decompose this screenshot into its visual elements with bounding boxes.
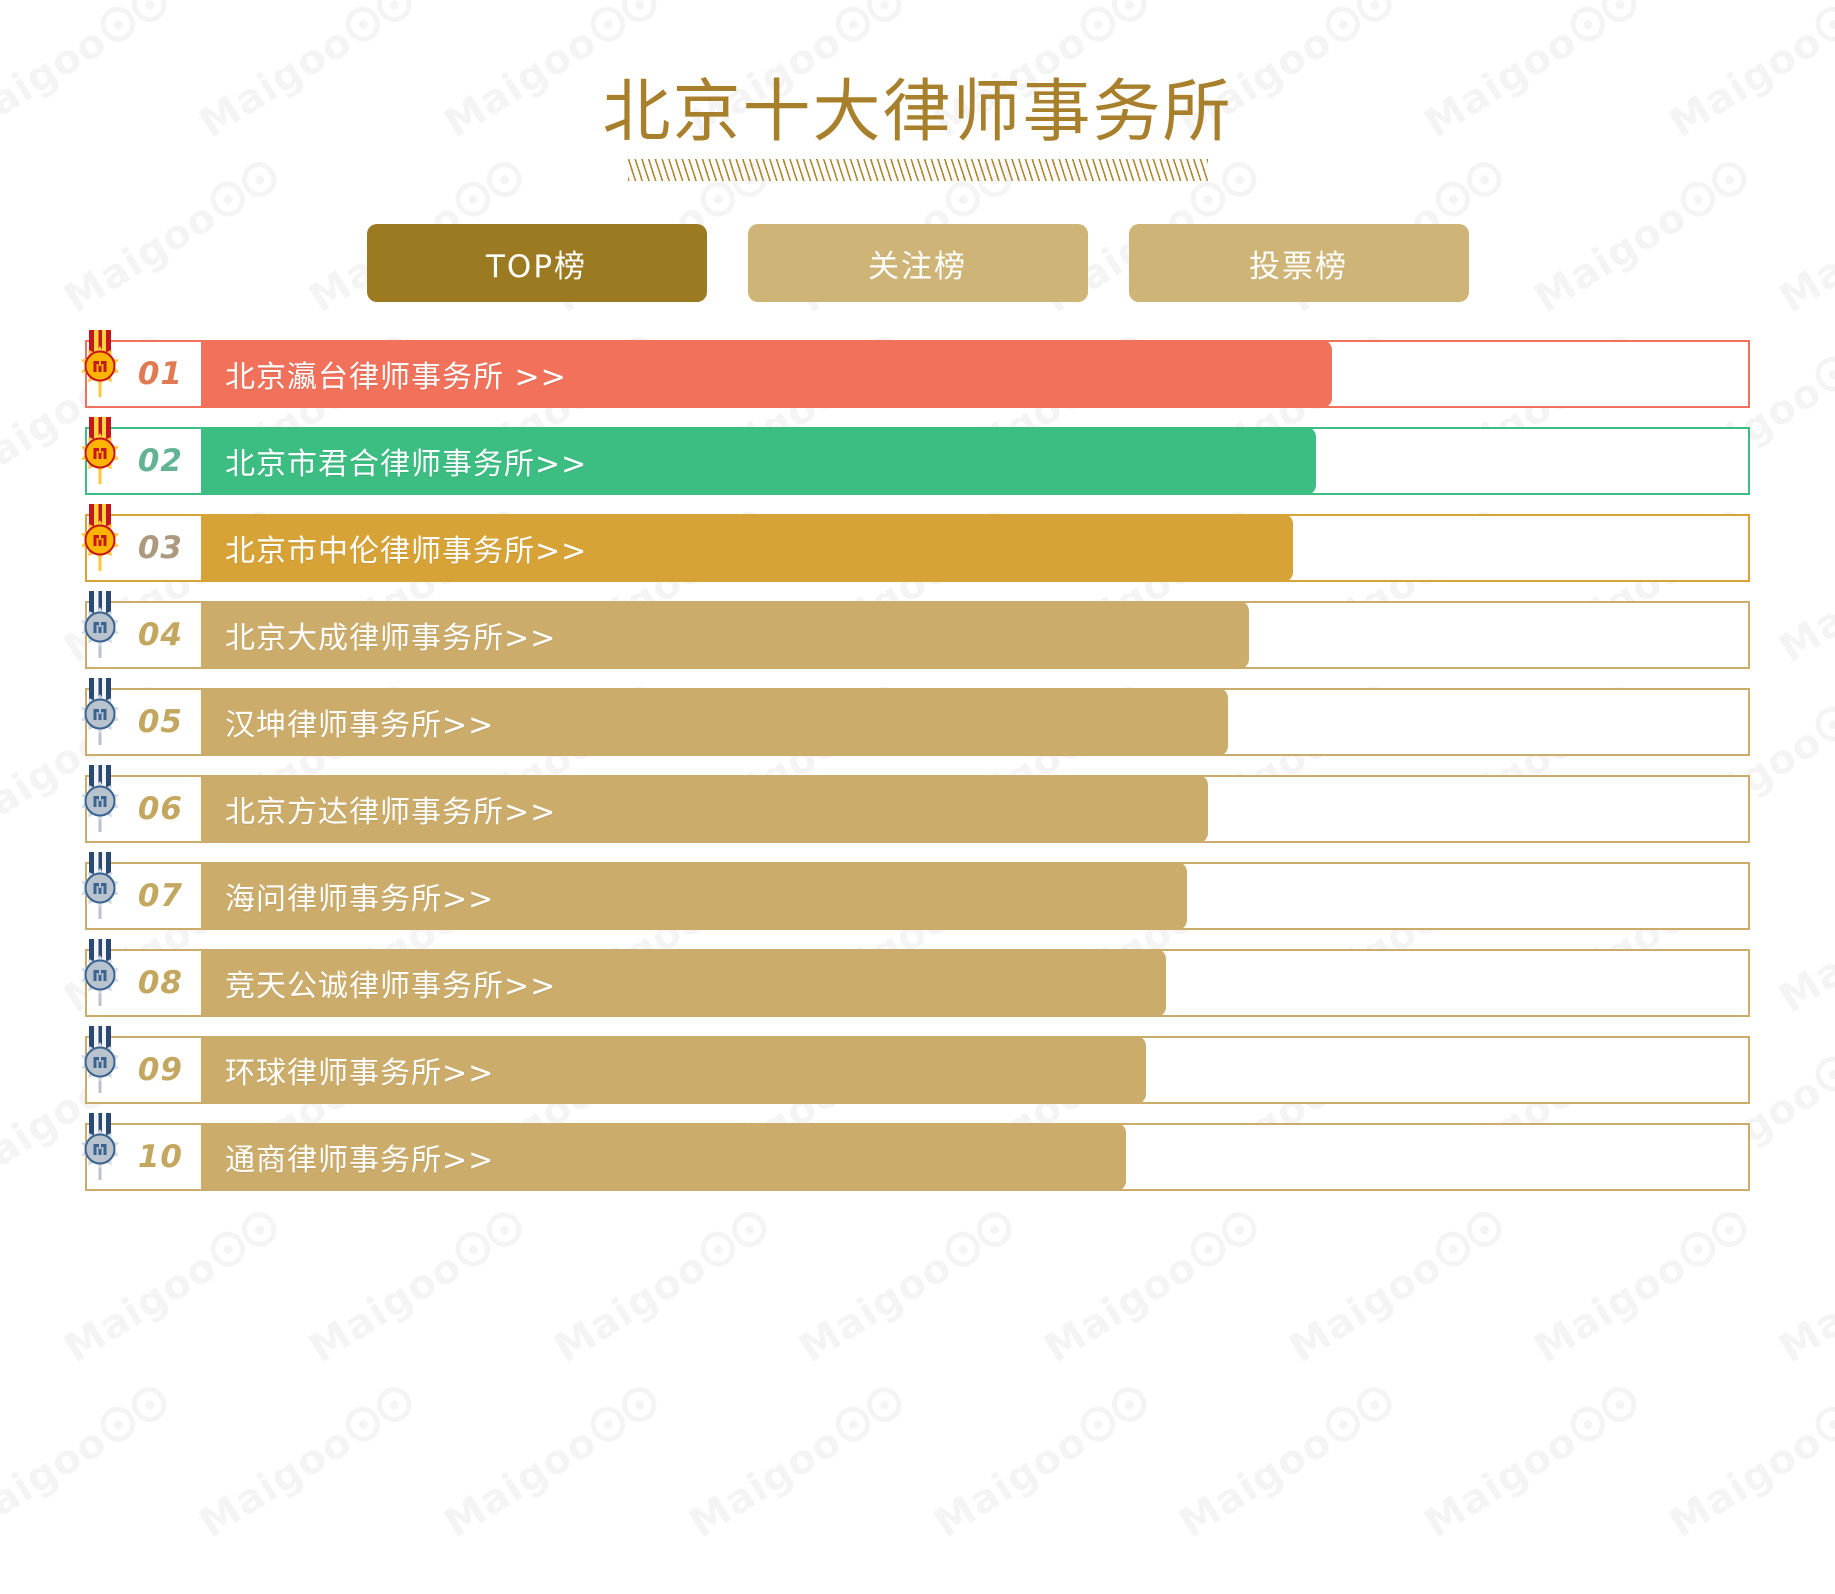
gold-medal-icon xyxy=(74,415,126,485)
rank-number: 05 xyxy=(137,704,183,741)
rank-number: 01 xyxy=(137,356,183,393)
rank-bar-fill: 汉坤律师事务所>> xyxy=(201,688,1229,757)
ranking-page: 北京十大律师事务所 TOP榜 关注榜 投票榜 01 北京瀛台律师事务所 >> 02 北京市… xyxy=(0,0,1835,1192)
rank-bar-track: 北京方达律师事务所>> xyxy=(201,775,1750,844)
page-title: 北京十大律师事务所 xyxy=(602,73,1233,152)
rank-number: 04 xyxy=(137,617,183,654)
rank-item-label[interactable]: 海问律师事务所>> xyxy=(225,882,495,918)
watermark-text: Maigoo xyxy=(1281,1204,1513,1372)
rank-bar-fill: 北京大成律师事务所>> xyxy=(201,601,1249,670)
silver-medal-icon xyxy=(74,763,126,833)
rank-item-label[interactable]: 北京市中伦律师事务所>> xyxy=(225,534,588,570)
watermark-text: Maigoo xyxy=(681,1379,913,1547)
rank-bar-track: 汉坤律师事务所>> xyxy=(201,688,1750,757)
watermark-text: Maigoo xyxy=(546,1204,778,1372)
rank-bar-track: 北京瀛台律师事务所 >> xyxy=(201,340,1750,409)
gold-medal-icon xyxy=(74,328,126,398)
rank-item-label[interactable]: 北京大成律师事务所>> xyxy=(225,621,557,657)
tab-bar: TOP榜 关注榜 投票榜 xyxy=(0,224,1835,303)
ranking-list: 01 北京瀛台律师事务所 >> 02 北京市君合律师事务所>> 03 北京市中伦律师事务所… xyxy=(0,330,1835,1192)
rank-number: 07 xyxy=(137,878,183,915)
gold-medal-icon xyxy=(74,502,126,572)
rank-bar-track: 北京市君合律师事务所>> xyxy=(201,427,1750,496)
rank-bar-track: 竞天公诚律师事务所>> xyxy=(201,949,1750,1018)
watermark-text: Maigoo xyxy=(436,1379,668,1547)
watermark-text: Maigoo xyxy=(926,1379,1158,1547)
ranking-row[interactable]: 03 北京市中伦律师事务所>> xyxy=(81,504,1750,583)
rank-bar-fill: 北京市君合律师事务所>> xyxy=(201,427,1317,496)
rank-item-label[interactable]: 北京瀛台律师事务所 >> xyxy=(225,360,567,396)
watermark-text: Maigoo xyxy=(1416,1379,1648,1547)
watermark-text: Maigoo xyxy=(56,1204,288,1372)
silver-medal-icon xyxy=(74,1111,126,1181)
watermark-text: Maigoo xyxy=(0,1379,178,1547)
watermark-text: Maigoo xyxy=(791,1204,1023,1372)
page-header: 北京十大律师事务所 xyxy=(0,0,1835,182)
watermark-text: Maigoo xyxy=(1171,1379,1403,1547)
rank-bar-track: 通商律师事务所>> xyxy=(201,1123,1750,1192)
tab-label: 关注榜 xyxy=(868,248,967,285)
rank-number: 09 xyxy=(137,1052,183,1089)
tab-2[interactable]: 关注榜 xyxy=(747,224,1088,303)
ranking-row[interactable]: 09 环球律师事务所>> xyxy=(81,1026,1750,1105)
rank-bar-track: 北京市中伦律师事务所>> xyxy=(201,514,1750,583)
tab-label: 投票榜 xyxy=(1249,248,1348,285)
ranking-row[interactable]: 08 竞天公诚律师事务所>> xyxy=(81,939,1750,1018)
rank-number: 08 xyxy=(137,965,183,1002)
rank-bar-fill: 通商律师事务所>> xyxy=(201,1123,1126,1192)
ranking-row[interactable]: 01 北京瀛台律师事务所 >> xyxy=(81,330,1750,409)
rank-bar-track: 北京大成律师事务所>> xyxy=(201,601,1750,670)
rank-item-label[interactable]: 北京方达律师事务所>> xyxy=(225,795,557,831)
title-underline-decoration xyxy=(627,159,1208,182)
rank-bar-fill: 环球律师事务所>> xyxy=(201,1036,1147,1105)
silver-medal-icon xyxy=(74,1024,126,1094)
rank-bar-fill: 北京市中伦律师事务所>> xyxy=(201,514,1293,583)
ranking-row[interactable]: 02 北京市君合律师事务所>> xyxy=(81,417,1750,496)
ranking-row[interactable]: 07 海问律师事务所>> xyxy=(81,852,1750,931)
rank-item-label[interactable]: 通商律师事务所>> xyxy=(225,1143,495,1179)
rank-bar-fill: 竞天公诚律师事务所>> xyxy=(201,949,1167,1018)
watermark-text: Maigoo xyxy=(1526,1204,1758,1372)
rank-number: 06 xyxy=(137,791,183,828)
rank-item-label[interactable]: 北京市君合律师事务所>> xyxy=(225,447,588,483)
rank-number: 03 xyxy=(137,530,183,567)
tab-label: TOP榜 xyxy=(485,248,588,285)
rank-item-label[interactable]: 竞天公诚律师事务所>> xyxy=(225,969,557,1005)
rank-number-cell: 01 xyxy=(85,340,203,409)
silver-medal-icon xyxy=(74,850,126,920)
rank-number: 10 xyxy=(137,1139,183,1176)
ranking-row[interactable]: 05 汉坤律师事务所>> xyxy=(81,678,1750,757)
rank-item-label[interactable]: 汉坤律师事务所>> xyxy=(225,708,495,744)
rank-bar-fill: 北京方达律师事务所>> xyxy=(201,775,1209,844)
watermark-text: Maigoo xyxy=(1661,1379,1835,1547)
ranking-row[interactable]: 06 北京方达律师事务所>> xyxy=(81,765,1750,844)
silver-medal-icon xyxy=(74,676,126,746)
rank-bar-fill: 海问律师事务所>> xyxy=(201,862,1187,931)
tab-3[interactable]: 投票榜 xyxy=(1128,224,1469,303)
ranking-row[interactable]: 10 通商律师事务所>> xyxy=(81,1113,1750,1192)
tab-1[interactable]: TOP榜 xyxy=(366,224,707,303)
watermark-text: Maigoo xyxy=(191,1379,423,1547)
rank-bar-track: 海问律师事务所>> xyxy=(201,862,1750,931)
watermark-text: Maigoo xyxy=(1036,1204,1268,1372)
rank-number: 02 xyxy=(137,443,183,480)
watermark-text: Maigoo xyxy=(1771,1204,1835,1372)
rank-bar-fill: 北京瀛台律师事务所 >> xyxy=(201,340,1332,409)
rank-number-cell: 08 xyxy=(85,949,203,1018)
watermark-text: Maigoo xyxy=(301,1204,533,1372)
silver-medal-icon xyxy=(74,937,126,1007)
ranking-row[interactable]: 04 北京大成律师事务所>> xyxy=(81,591,1750,670)
silver-medal-icon xyxy=(74,589,126,659)
rank-bar-track: 环球律师事务所>> xyxy=(201,1036,1750,1105)
rank-item-label[interactable]: 环球律师事务所>> xyxy=(225,1056,495,1092)
